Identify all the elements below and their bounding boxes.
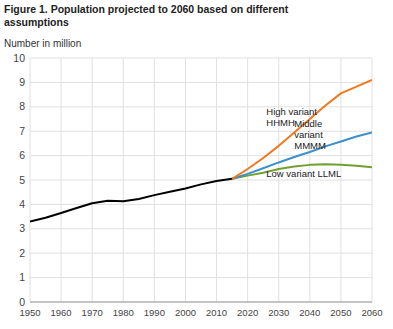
y-grid-line [30,180,372,181]
x-grid-line [278,58,279,302]
x-grid-line [92,58,93,302]
x-grid-line [372,58,373,302]
x-grid-line [123,58,124,302]
y-tick-label: 9 [19,76,25,88]
series-line [30,179,232,222]
title: Figure 1. Population projected to 2060 b… [4,3,289,28]
y-grid-line [30,277,372,278]
x-grid-line [309,58,310,302]
x-tick-label: 2010 [206,307,227,318]
x-grid-line [61,58,62,302]
x-tick-label: 1980 [113,307,134,318]
x-grid-line [247,58,248,302]
y-grid-line [30,155,372,156]
x-grid-line [154,58,155,302]
y-grid-line [30,204,372,205]
lines [30,80,372,222]
y-tick-label: 8 [19,100,25,112]
annotation: Low variant LLML [266,168,341,179]
x-tick-label: 1970 [82,307,103,318]
y-tick-label: 10 [13,52,25,64]
y-grid-line [30,106,372,107]
y-tick-label: 3 [19,222,25,234]
y-grid-line [30,253,372,254]
y-grid-line [30,302,372,303]
x-tick-label: 2030 [268,307,289,318]
y-tick-label: 4 [19,198,25,210]
x-grid-line [30,58,31,302]
x-tick-label: 2020 [237,307,258,318]
y-grid-line [30,228,372,229]
x-axis-line [30,302,372,303]
y-grid-line [30,82,372,83]
y-tick-label: 2 [19,247,25,259]
grid [30,58,372,302]
x-tick-label: 2050 [330,307,351,318]
x-tick-label: 1950 [19,307,40,318]
x-tick-label: 2060 [361,307,382,318]
x-tick-label: 1990 [144,307,165,318]
annotation: MiddlevariantMMMM [294,118,326,151]
x-tick-label: 1960 [51,307,72,318]
x-tick-label: 2040 [299,307,320,318]
y-tick-label: 7 [19,125,25,137]
y-grid-line [30,58,372,59]
y-axis-label: Number in million [4,38,81,49]
y-tick-label: 5 [19,174,25,186]
y-tick-label: 0 [19,296,25,308]
y-tick-label: 6 [19,149,25,161]
y-tick-label: 1 [19,271,25,283]
series-line [232,80,372,179]
x-grid-line [185,58,186,302]
x-tick-label: 2000 [175,307,196,318]
